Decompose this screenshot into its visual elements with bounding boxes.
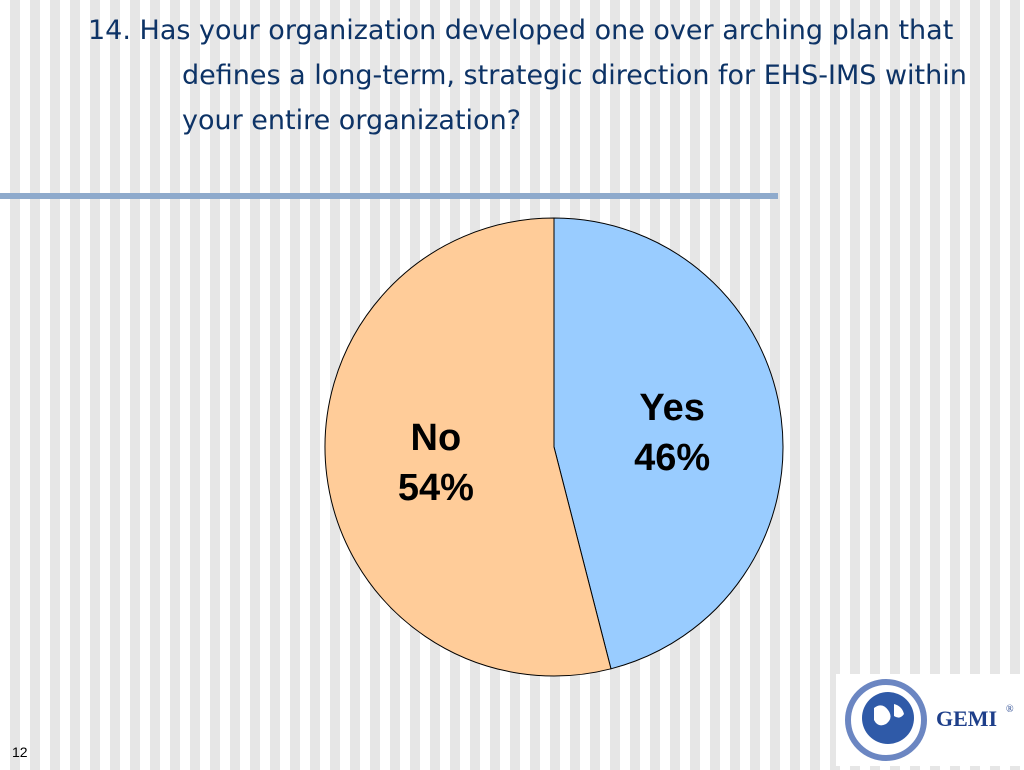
pie-slice [553, 217, 784, 670]
logo-continents [874, 704, 904, 726]
logo: GEMI ® [836, 674, 1022, 766]
slice-category-label: No [411, 417, 462, 459]
slice-value-label: 54% [398, 467, 474, 509]
logo-graphic: GEMI ® [845, 679, 1014, 761]
title-rule [0, 193, 778, 199]
slide-title: 14. Has your organization developed one … [88, 15, 967, 136]
logo-mark: ® [1006, 704, 1014, 715]
page-number: 12 [12, 744, 28, 760]
pie-slice [324, 217, 612, 677]
chart: Yes 46% No 54% [324, 217, 784, 677]
logo-ring [845, 679, 927, 761]
slice-value-label: 46% [634, 437, 710, 479]
logo-text: GEMI [936, 706, 997, 731]
slice-category-label: Yes [639, 387, 705, 429]
